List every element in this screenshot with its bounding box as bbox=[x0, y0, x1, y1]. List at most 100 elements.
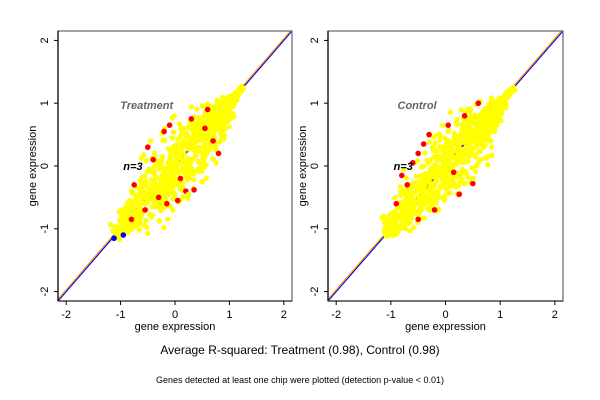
cloud-point bbox=[458, 107, 464, 113]
cloud-point bbox=[219, 98, 225, 104]
cloud-point bbox=[489, 144, 495, 150]
cloud-point bbox=[172, 144, 178, 150]
y-tick-label: -2 bbox=[309, 287, 321, 297]
panel-control: -2 -1 0 1 2 -2 -1 0 1 2 gene expression gene expres… bbox=[297, 30, 564, 333]
point-cloud bbox=[107, 83, 247, 243]
y-tick-label: 1 bbox=[39, 100, 51, 106]
cloud-point bbox=[180, 194, 186, 200]
cloud-point bbox=[161, 224, 167, 231]
cloud-point bbox=[432, 193, 438, 199]
point-outliers bbox=[456, 191, 462, 198]
point-outliers bbox=[398, 172, 405, 179]
cloud-point bbox=[157, 201, 163, 207]
cloud-point bbox=[455, 170, 461, 176]
panel-treatment: -2 -1 0 1 2 -2 -1 0 1 2 gene expression gene expres… bbox=[27, 30, 293, 333]
cloud-point bbox=[177, 121, 183, 127]
cloud-point bbox=[446, 161, 452, 168]
cloud-point bbox=[487, 137, 493, 143]
cloud-point bbox=[144, 230, 151, 236]
x-axis-title: gene expression bbox=[135, 321, 216, 333]
cloud-point bbox=[434, 173, 440, 179]
point-outliers bbox=[431, 207, 438, 213]
cloud-point bbox=[483, 131, 490, 137]
cloud-point bbox=[425, 160, 431, 166]
cloud-point bbox=[445, 156, 451, 162]
cloud-point bbox=[464, 174, 471, 180]
cloud-point bbox=[419, 179, 425, 186]
cloud-point bbox=[164, 179, 170, 185]
cloud-point bbox=[404, 188, 410, 194]
cloud-point bbox=[217, 128, 223, 134]
cloud-point bbox=[213, 160, 219, 166]
cloud-point bbox=[421, 215, 427, 221]
cloud-point bbox=[493, 123, 499, 129]
x-axis-title: gene expression bbox=[405, 321, 486, 333]
cloud-point bbox=[436, 131, 442, 137]
y-axis-title: gene expression bbox=[27, 126, 39, 207]
cloud-point bbox=[502, 91, 508, 97]
series-detected bbox=[445, 117, 503, 187]
cloud-point bbox=[214, 97, 220, 103]
cloud-point bbox=[119, 213, 125, 219]
y-tick-label: 0 bbox=[309, 163, 321, 169]
point-outliers bbox=[450, 169, 457, 176]
cloud-point bbox=[463, 170, 469, 176]
cloud-point bbox=[152, 164, 158, 170]
cloud-point bbox=[144, 169, 150, 175]
cloud-point bbox=[454, 155, 461, 161]
cloud-point bbox=[167, 173, 173, 179]
cloud-point bbox=[429, 165, 435, 171]
cloud-point bbox=[471, 128, 477, 134]
cloud-point bbox=[440, 167, 446, 173]
point-detected bbox=[213, 144, 219, 150]
cloud-point bbox=[134, 193, 140, 199]
cloud-point bbox=[235, 90, 241, 96]
cloud-point bbox=[454, 161, 460, 167]
cloud-point bbox=[412, 199, 418, 205]
cloud-point bbox=[230, 111, 236, 117]
cloud-point bbox=[232, 97, 238, 103]
x-tick-label: 2 bbox=[552, 309, 558, 321]
cloud-point bbox=[459, 153, 465, 159]
cloud-point bbox=[481, 127, 487, 134]
point-outliers bbox=[161, 128, 167, 135]
point-detected bbox=[147, 138, 154, 144]
y-tick-label: -1 bbox=[309, 224, 321, 234]
cloud-point bbox=[443, 145, 449, 151]
caption-detection-note: Genes detected at least one chip were pl… bbox=[156, 375, 444, 385]
point-outliers bbox=[202, 125, 208, 132]
cloud-point bbox=[152, 150, 158, 156]
point-low bbox=[120, 232, 127, 238]
cloud-point bbox=[176, 161, 183, 167]
point-detected bbox=[185, 191, 192, 198]
point-outliers bbox=[470, 180, 476, 187]
cloud-point bbox=[473, 154, 479, 160]
cloud-point bbox=[160, 137, 166, 143]
cloud-point bbox=[192, 140, 198, 146]
cloud-point bbox=[437, 137, 443, 143]
cloud-point bbox=[151, 170, 157, 176]
cloud-point bbox=[497, 106, 503, 112]
cloud-point bbox=[200, 155, 206, 161]
cloud-point bbox=[176, 168, 182, 174]
cloud-point bbox=[440, 122, 446, 129]
series-outliers bbox=[393, 100, 482, 223]
cloud-point bbox=[150, 204, 156, 210]
cloud-point bbox=[407, 193, 413, 199]
cloud-point bbox=[203, 148, 209, 154]
cloud-point bbox=[480, 138, 486, 144]
cloud-point bbox=[167, 188, 174, 194]
cloud-point bbox=[156, 205, 162, 211]
point-outliers bbox=[415, 216, 421, 223]
cloud-point bbox=[199, 103, 205, 109]
cloud-point bbox=[195, 146, 201, 152]
cloud-point bbox=[483, 155, 489, 161]
point-outliers bbox=[475, 100, 482, 107]
cloud-point bbox=[141, 175, 147, 181]
cloud-point bbox=[136, 200, 142, 206]
cloud-point bbox=[152, 192, 158, 198]
cloud-point bbox=[187, 139, 193, 145]
cloud-point bbox=[216, 109, 222, 115]
cloud-point bbox=[167, 155, 173, 161]
cloud-point bbox=[408, 214, 414, 221]
